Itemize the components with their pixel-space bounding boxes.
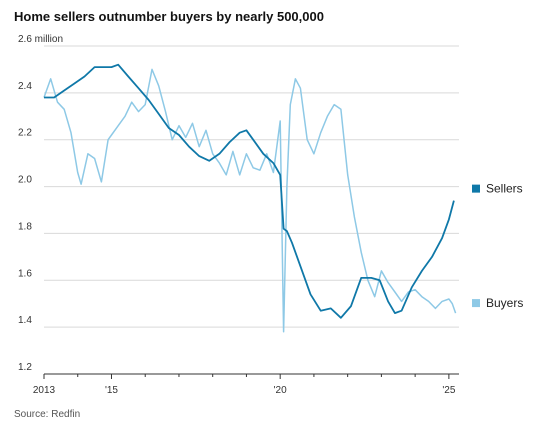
legend-swatch-sellers — [472, 184, 480, 193]
x-tick-label: 2013 — [33, 385, 56, 396]
y-tick-label: 2.2 — [18, 128, 32, 139]
y-tick-label: 2.0 — [18, 175, 32, 186]
y-axis-ticks: 2.6 million 2.4 2.2 2.0 1.8 1.6 1.4 1.2 — [18, 34, 63, 373]
x-axis: 2013 '15 '20 '25 — [33, 373, 459, 396]
y-tick-label: 2.6 million — [18, 34, 63, 45]
y-tick-label: 2.4 — [18, 81, 32, 92]
gridlines — [44, 45, 459, 328]
x-tick-label: '20 — [274, 385, 287, 396]
y-tick-label: 1.4 — [18, 315, 32, 326]
y-tick-label: 1.8 — [18, 221, 32, 232]
chart-title: Home sellers outnumber buyers by nearly … — [14, 9, 324, 24]
legend-label-sellers: Sellers — [486, 182, 523, 196]
series-line-buyers — [43, 68, 457, 333]
y-tick-label: 1.2 — [18, 362, 32, 373]
source-note: Source: Redfin — [14, 409, 81, 420]
y-tick-label: 1.6 — [18, 268, 32, 279]
legend-label-buyers: Buyers — [486, 296, 523, 310]
legend: Sellers Buyers — [472, 182, 523, 310]
series-lines — [43, 63, 457, 333]
x-tick-label: '25 — [442, 385, 455, 396]
series-line-sellers — [44, 63, 455, 319]
legend-swatch-buyers — [472, 299, 480, 308]
x-tick-label: '15 — [105, 385, 118, 396]
